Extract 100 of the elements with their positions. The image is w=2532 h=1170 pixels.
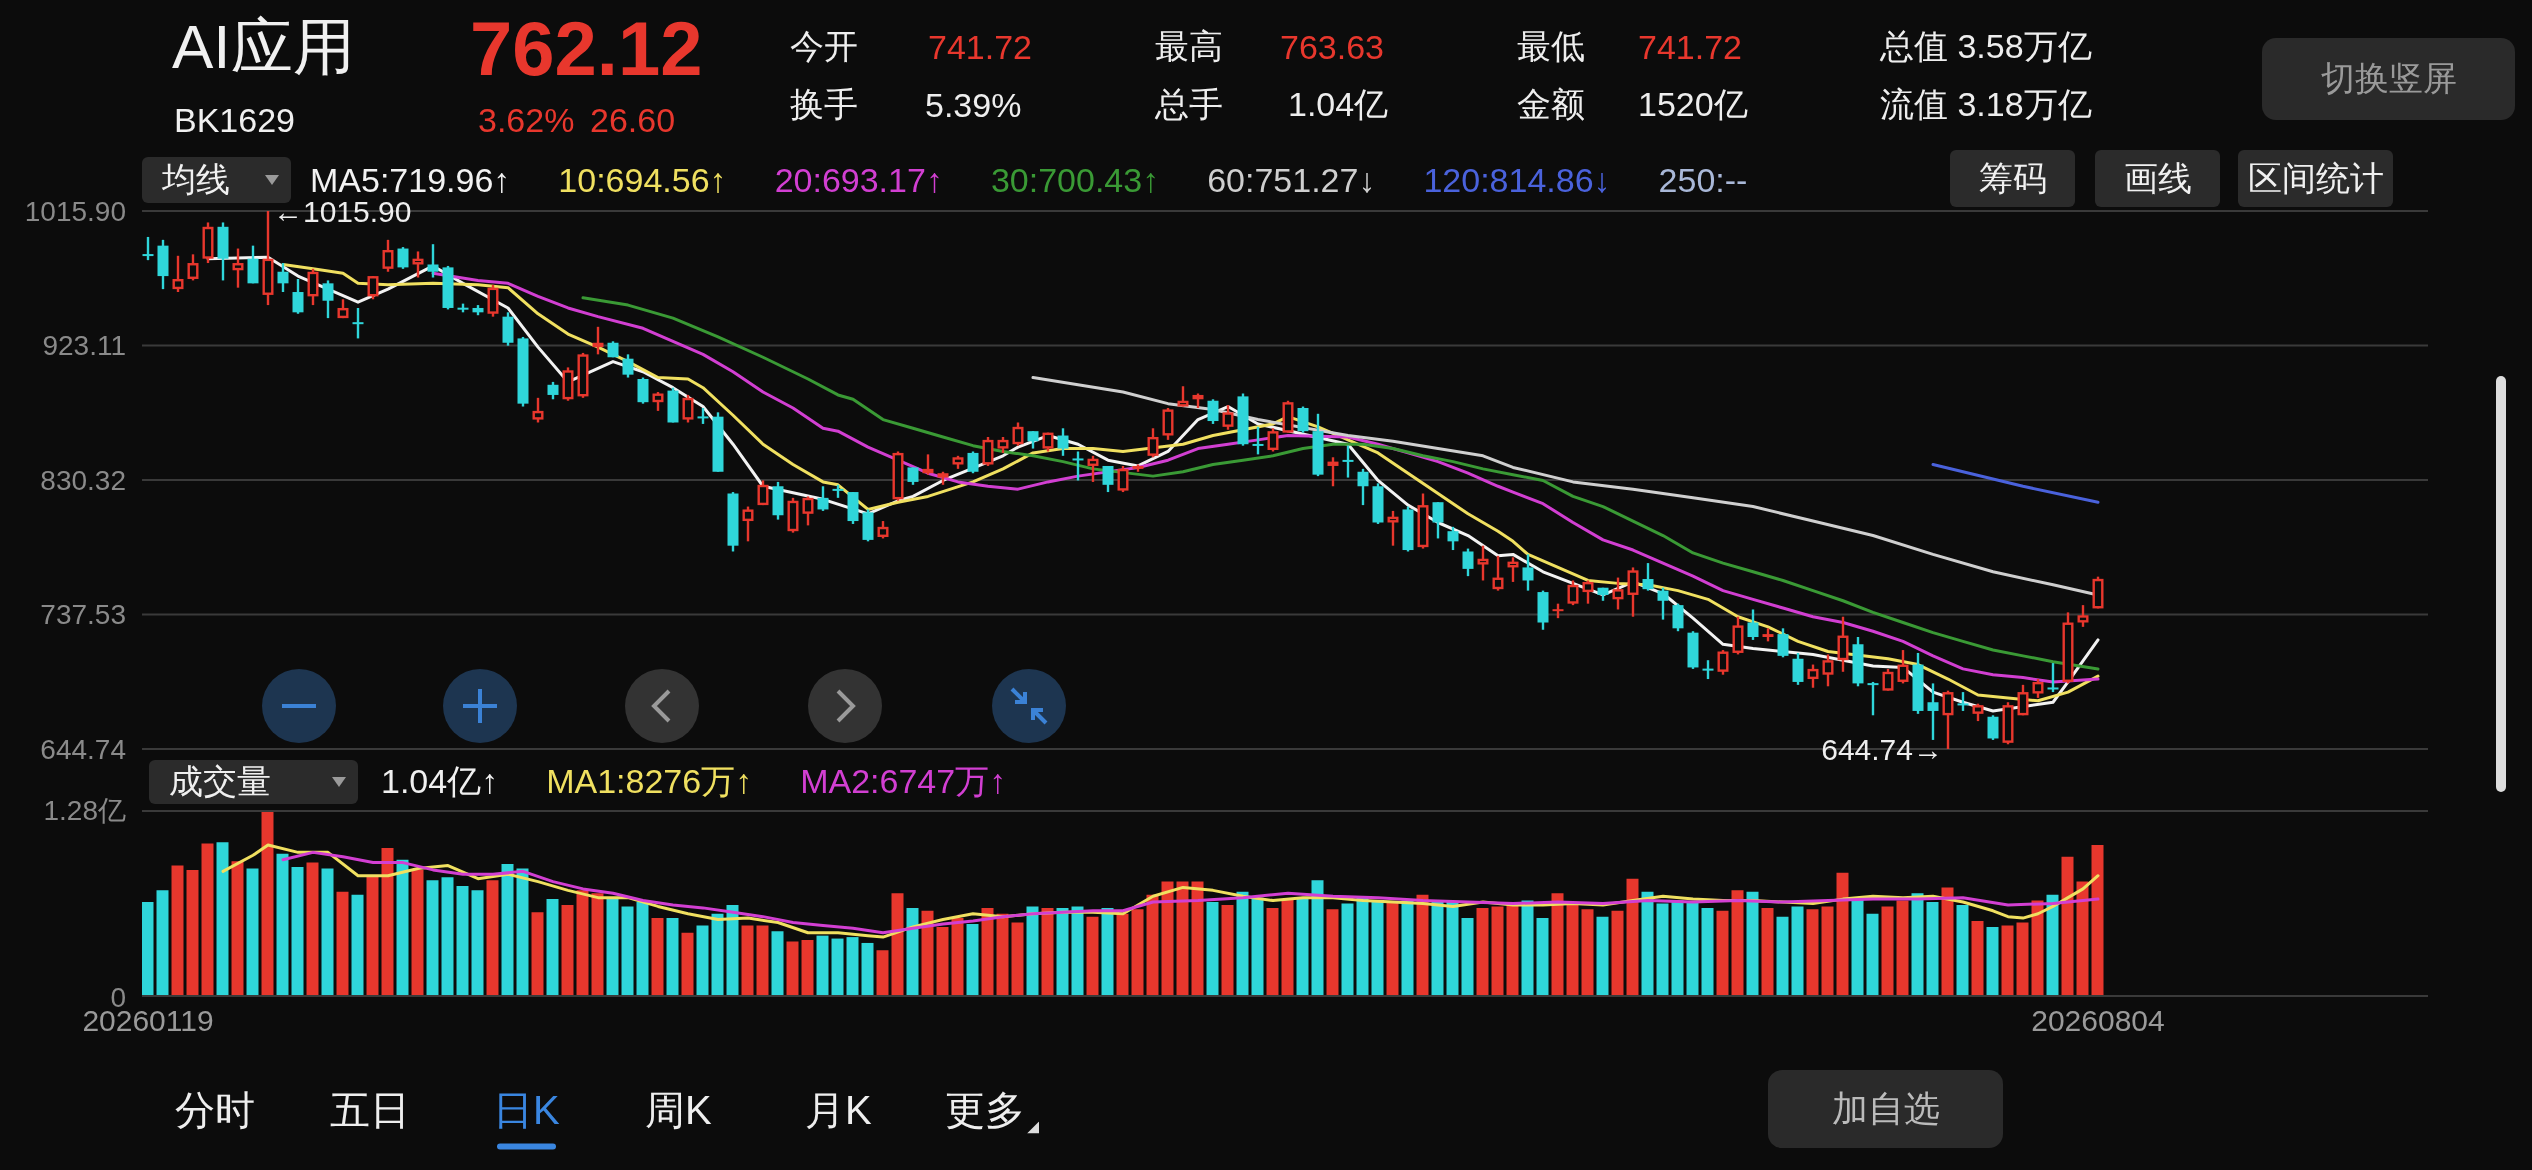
bar bbox=[1626, 878, 1639, 997]
text: 周K bbox=[645, 1087, 712, 1132]
bar bbox=[1206, 902, 1219, 997]
bar bbox=[1326, 909, 1339, 997]
text: 流值 3.18万亿 bbox=[1880, 85, 2092, 123]
candlestick bbox=[487, 283, 499, 318]
text: 10:694.56↑ bbox=[558, 160, 727, 199]
candlestick bbox=[1357, 467, 1369, 507]
bar bbox=[1386, 902, 1399, 997]
candlestick bbox=[382, 238, 394, 273]
text: 日K bbox=[493, 1087, 560, 1132]
candlestick bbox=[1627, 566, 1639, 618]
bar bbox=[1056, 907, 1069, 997]
bar bbox=[906, 907, 919, 997]
bar bbox=[1416, 894, 1429, 997]
candlestick bbox=[1297, 405, 1309, 434]
text: 1.04亿 bbox=[1288, 85, 1389, 123]
text: 五日 bbox=[330, 1087, 410, 1132]
bar bbox=[801, 940, 814, 997]
candlestick bbox=[1207, 398, 1219, 426]
chart-title: 成交量 bbox=[169, 761, 271, 802]
bar bbox=[741, 925, 754, 997]
bar bbox=[441, 877, 454, 997]
bar bbox=[1896, 900, 1909, 997]
candlestick bbox=[1267, 427, 1279, 453]
bar bbox=[1746, 891, 1759, 997]
bar bbox=[1131, 909, 1144, 997]
bar bbox=[966, 923, 979, 997]
bar bbox=[1071, 906, 1084, 997]
candlestick bbox=[1672, 602, 1684, 633]
chart-title: 均线 bbox=[162, 159, 230, 200]
bar bbox=[666, 918, 679, 997]
bar bbox=[1446, 902, 1459, 997]
bar bbox=[426, 880, 439, 997]
text: 120:814.86↓ bbox=[1423, 160, 1611, 199]
bar bbox=[846, 937, 859, 997]
text: 今开 bbox=[790, 27, 858, 65]
bar bbox=[816, 935, 829, 997]
bar bbox=[1116, 913, 1129, 997]
text: 加自选 bbox=[1831, 1086, 1940, 1131]
bar bbox=[381, 847, 394, 997]
bar bbox=[1536, 918, 1549, 997]
candlestick bbox=[1162, 406, 1174, 442]
bar bbox=[876, 950, 889, 997]
text: 最高 bbox=[1155, 27, 1223, 65]
bar bbox=[2061, 856, 2074, 997]
bar bbox=[2016, 922, 2029, 997]
bar bbox=[1176, 881, 1189, 997]
bar bbox=[1251, 897, 1264, 997]
candlestick bbox=[1477, 544, 1489, 582]
bar bbox=[1041, 907, 1054, 997]
text: 1.04亿↑ bbox=[381, 762, 499, 800]
bar bbox=[471, 890, 484, 997]
bar bbox=[1761, 907, 1774, 997]
bar bbox=[142, 902, 154, 997]
bar bbox=[1356, 897, 1369, 997]
bar bbox=[921, 910, 934, 997]
bar bbox=[1686, 902, 1699, 997]
bar bbox=[1596, 916, 1609, 997]
bar bbox=[321, 868, 334, 997]
text: 60:751.27↓ bbox=[1207, 160, 1376, 199]
bar bbox=[1716, 910, 1729, 997]
candlestick bbox=[1507, 556, 1519, 584]
candlestick bbox=[742, 505, 754, 543]
candlestick bbox=[1747, 608, 1759, 642]
candlestick bbox=[682, 393, 694, 424]
bar bbox=[2001, 925, 2014, 997]
bar bbox=[1521, 900, 1534, 997]
candlestick bbox=[1117, 464, 1129, 494]
candlestick bbox=[427, 242, 439, 279]
text: 250:-- bbox=[1658, 160, 1748, 199]
bar bbox=[306, 862, 319, 997]
text: 最低 bbox=[1517, 27, 1585, 65]
candlestick bbox=[1252, 425, 1264, 456]
bar bbox=[396, 859, 409, 997]
bar bbox=[186, 869, 199, 997]
bar bbox=[1941, 887, 1954, 997]
text: 总手 bbox=[1155, 85, 1223, 123]
text: BK1629 bbox=[174, 100, 295, 139]
text: 分时 bbox=[175, 1087, 255, 1132]
candlestick bbox=[1837, 615, 1849, 673]
candlestick bbox=[1987, 714, 1999, 742]
bar bbox=[1731, 890, 1744, 997]
text: 画线 bbox=[2123, 157, 2192, 199]
candlestick bbox=[1057, 427, 1069, 458]
candlestick bbox=[1387, 509, 1399, 547]
text: 26.60 bbox=[590, 100, 676, 139]
y-tick-label: 1015.90 bbox=[24, 195, 127, 227]
y-tick-label: 737.53 bbox=[40, 599, 127, 630]
candlestick bbox=[2017, 683, 2029, 717]
bar bbox=[1911, 893, 1924, 997]
bar bbox=[1776, 916, 1789, 997]
candlestick bbox=[1942, 689, 1954, 749]
bar bbox=[1191, 881, 1204, 997]
bar bbox=[1281, 899, 1294, 997]
bar bbox=[1671, 900, 1684, 997]
candlestick bbox=[1012, 421, 1024, 447]
bar bbox=[336, 891, 349, 997]
candlestick bbox=[1807, 663, 1819, 689]
candlestick bbox=[1642, 561, 1654, 592]
